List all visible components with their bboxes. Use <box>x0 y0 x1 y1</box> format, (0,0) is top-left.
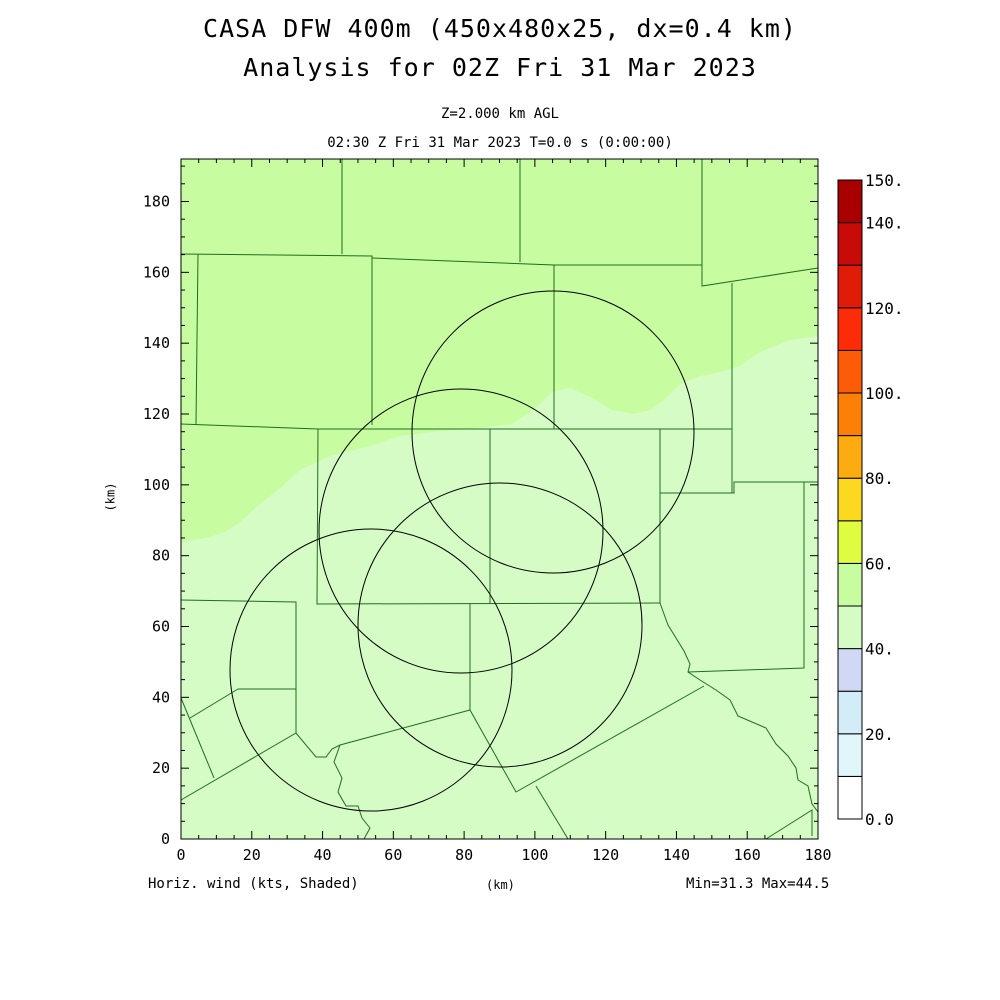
x-tick-label: 40 <box>314 846 332 864</box>
county-line <box>687 482 805 673</box>
x-tick-label: 20 <box>243 846 261 864</box>
radar-ring-north <box>411 290 695 574</box>
chart-title-line1: CASA DFW 400m (450x480x25, dx=0.4 km) <box>203 14 797 43</box>
colorbar-segment <box>837 392 863 437</box>
x-axis-label: (km) <box>486 878 515 892</box>
county-line <box>660 481 818 494</box>
y-tick-label: 140 <box>143 334 170 352</box>
colorbar-label: 140. <box>865 214 904 233</box>
colorbar-label: 80. <box>865 469 894 488</box>
colorbar-segment <box>837 775 863 820</box>
y-tick-label: 80 <box>152 547 170 565</box>
county-line <box>195 253 199 425</box>
x-tick-label: 0 <box>176 846 185 864</box>
colorbar-segment <box>837 605 863 650</box>
county-line <box>765 809 813 840</box>
colorbar-segment <box>837 349 863 394</box>
county-line <box>333 744 371 840</box>
colorbar-segment <box>837 520 863 564</box>
colorbar-segment <box>837 435 863 479</box>
colorbar-segment <box>837 307 863 351</box>
colorbar-segment <box>837 648 863 692</box>
time-label: 02:30 Z Fri 31 Mar 2023 T=0.0 s (0:00:00… <box>327 135 673 151</box>
county-line <box>180 685 705 801</box>
colorbar-label: 150. <box>865 171 904 190</box>
colorbar-segment <box>837 733 863 777</box>
county-line <box>316 428 661 605</box>
field-description: Horiz. wind (kts, Shaded) <box>148 876 359 892</box>
x-tick-label: 60 <box>384 846 402 864</box>
colorbar-segment <box>837 690 863 735</box>
y-tick-label: 180 <box>143 193 170 211</box>
chart-title-line2: Analysis for 02Z Fri 31 Mar 2023 <box>243 53 757 82</box>
colorbar-label: 60. <box>865 554 894 573</box>
y-axis-label: (km) <box>103 482 118 512</box>
radar-ring-southwest <box>229 528 513 812</box>
county-line <box>701 159 819 287</box>
y-tick-labels: 0 20 40 60 80 100 120 140 160 180 <box>143 193 170 849</box>
colorbar-segment <box>837 477 863 522</box>
x-tick-label: 180 <box>804 846 831 864</box>
axis-ticks <box>180 159 819 840</box>
x-tick-label: 80 <box>455 846 473 864</box>
county-line <box>189 688 239 719</box>
y-tick-label: 100 <box>143 476 170 494</box>
colorbar-label: 120. <box>865 299 904 318</box>
colorbar-label: 0.0 <box>865 810 894 829</box>
x-tick-labels: 0 20 40 60 80 100 120 140 160 180 <box>176 846 831 864</box>
radar-ring-central <box>318 388 604 674</box>
min-max-label: Min=31.3 Max=44.5 <box>686 876 830 892</box>
colorbar-label: 20. <box>865 725 894 744</box>
y-tick-label: 40 <box>152 688 170 706</box>
county-line <box>180 697 215 779</box>
colorbar-segment <box>837 562 863 607</box>
county-line <box>180 253 373 425</box>
x-tick-label: 100 <box>521 846 548 864</box>
county-line <box>659 602 819 813</box>
x-tick-label: 140 <box>663 846 690 864</box>
colorbar-segment <box>837 179 863 224</box>
y-tick-label: 20 <box>152 759 170 777</box>
colorbar-label: 40. <box>865 640 894 659</box>
y-tick-label: 60 <box>152 618 170 636</box>
county-line <box>535 785 569 840</box>
y-tick-label: 120 <box>143 405 170 423</box>
radar-range-rings <box>229 290 695 812</box>
colorbar-segment <box>837 222 863 266</box>
colorbar-segment <box>837 264 863 309</box>
colorbar-labels: 150. 140. 120. 100. 80. 60. 40. 20. 0.0 <box>865 171 904 829</box>
x-tick-label: 120 <box>592 846 619 864</box>
field-dark-area <box>181 159 818 542</box>
colorbar-label: 100. <box>865 384 904 403</box>
level-label: Z=2.000 km AGL <box>440 106 559 122</box>
x-tick-label: 160 <box>734 846 761 864</box>
radar-ring-southeast <box>357 482 643 768</box>
colorbar <box>837 179 863 820</box>
county-borders <box>180 159 819 840</box>
y-tick-label: 160 <box>143 263 170 281</box>
y-tick-label: 0 <box>161 830 170 848</box>
